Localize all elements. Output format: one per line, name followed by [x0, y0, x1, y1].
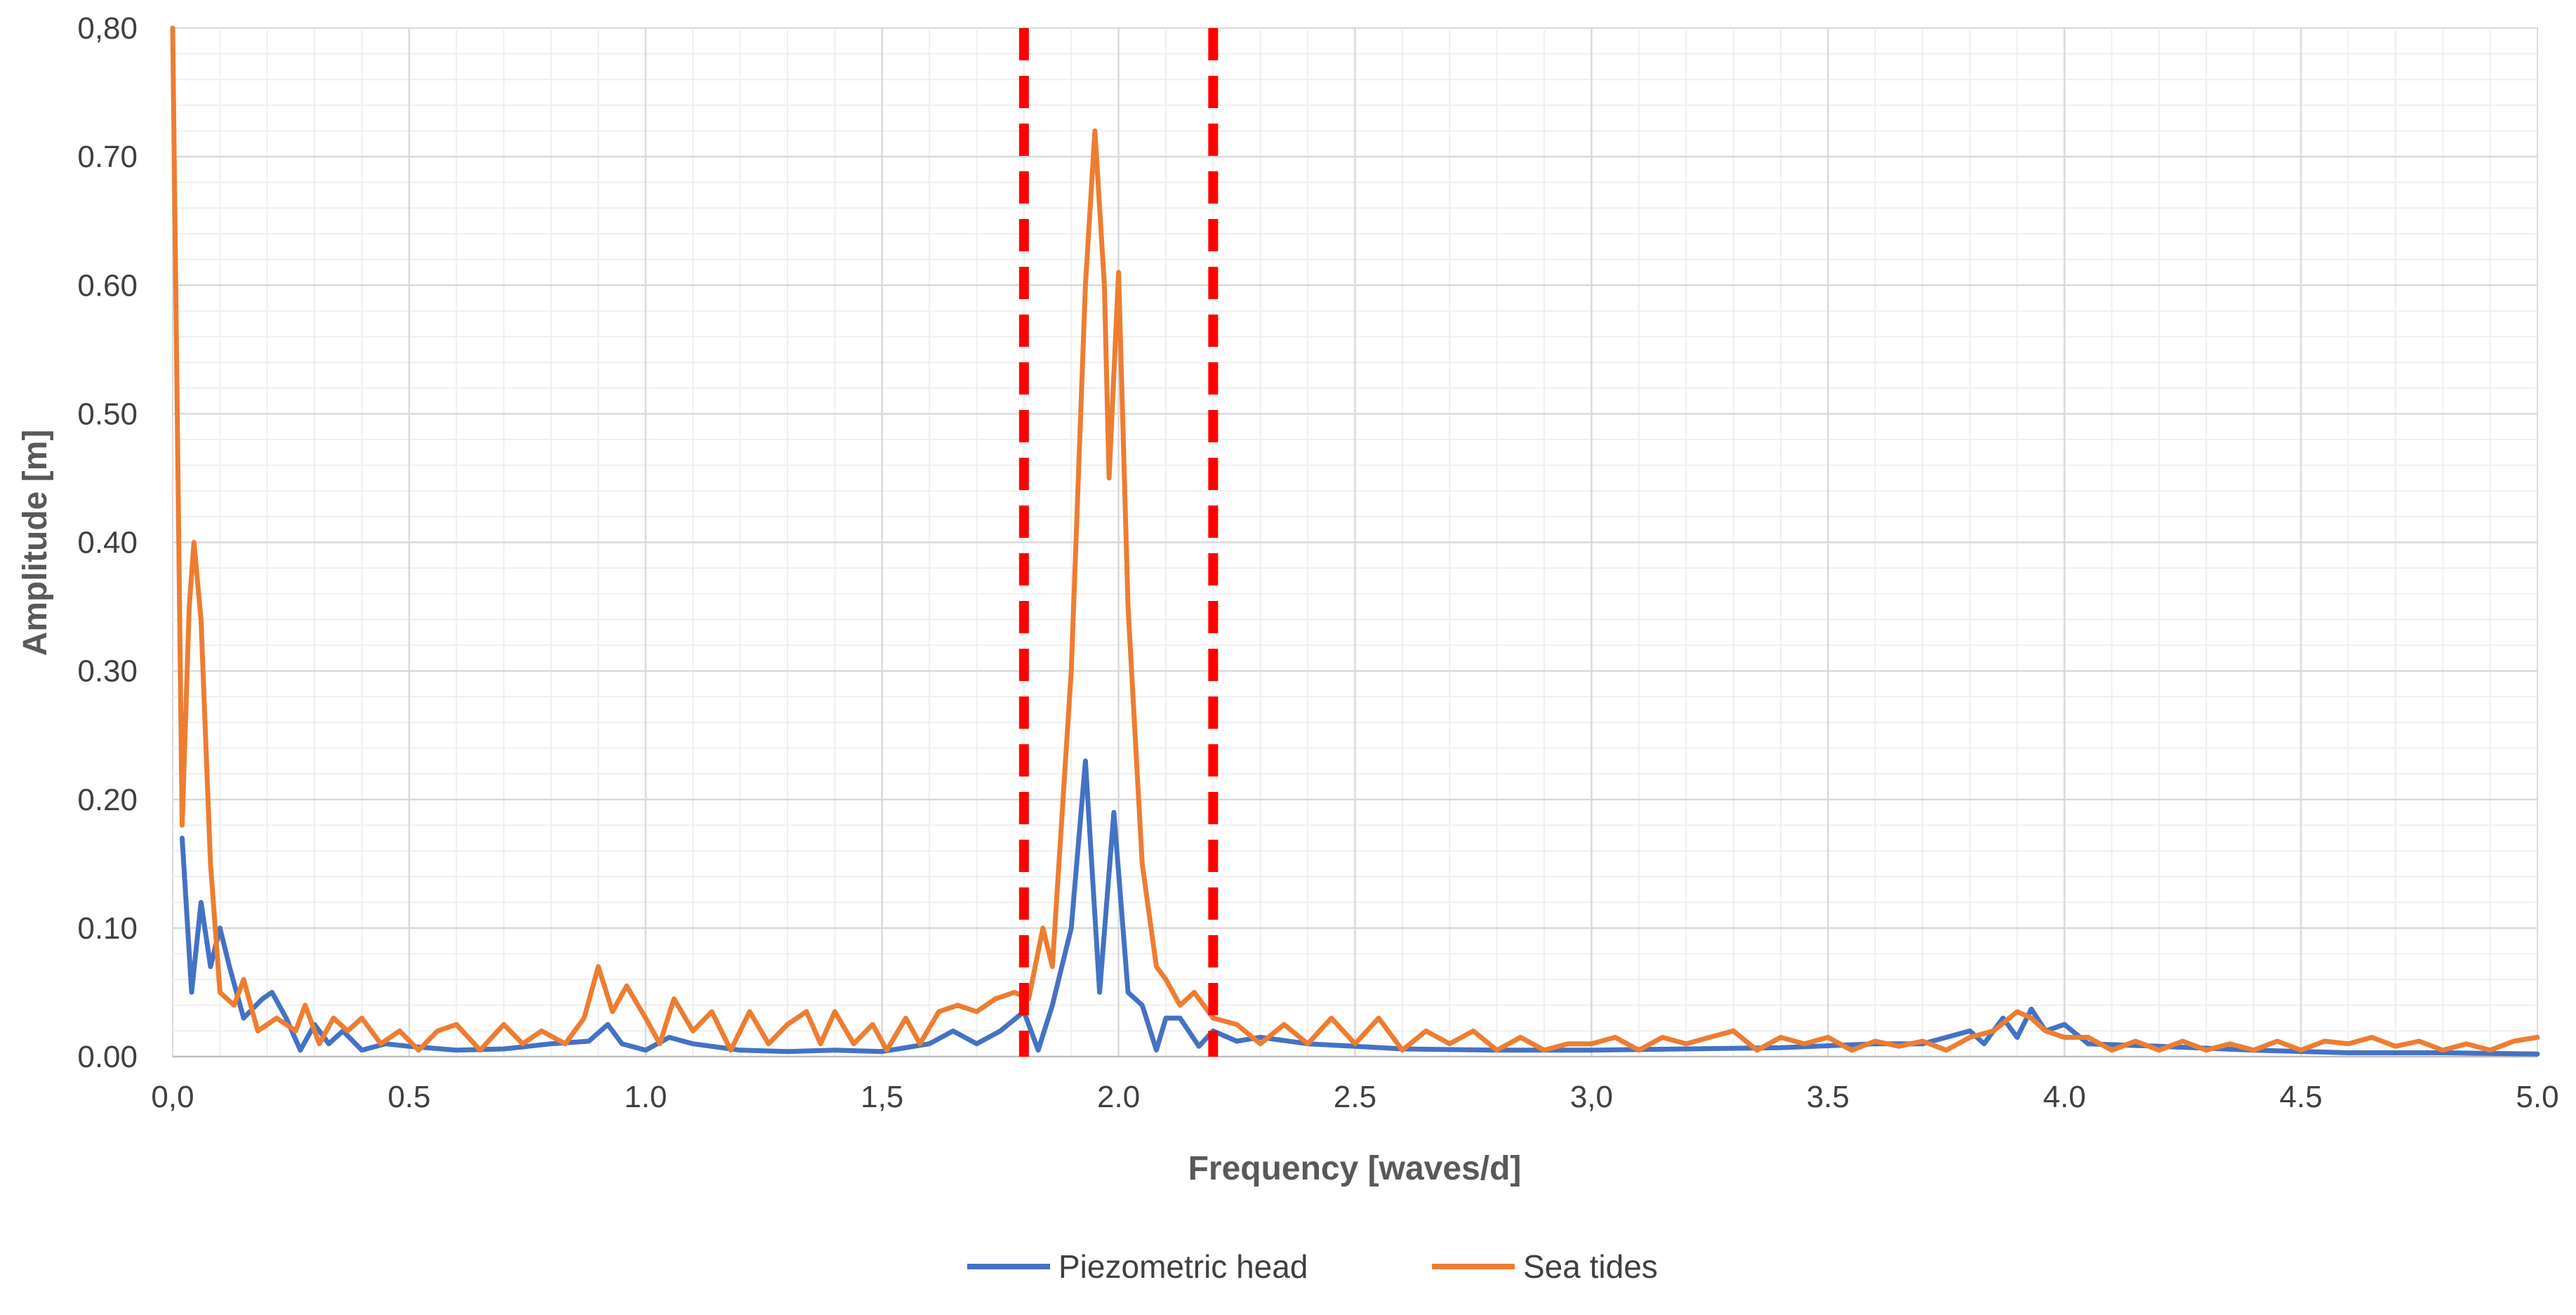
x-tick-label: 0,0: [151, 1080, 194, 1114]
x-tick-label: 5.0: [2516, 1080, 2558, 1114]
y-tick-label: 0.20: [77, 783, 138, 817]
x-tick-label: 1.0: [624, 1080, 667, 1114]
x-axis-tick-labels: 0,0 0.5 1.0 1,5 2.0 2.5 3,0 3.5 4.0 4.5 5.0: [151, 1080, 2558, 1114]
x-tick-label: 2.0: [1097, 1080, 1140, 1114]
y-axis-title: Amplitude [m]: [17, 430, 54, 656]
x-tick-label: 4.5: [2280, 1080, 2323, 1114]
series-layer: [170, 25, 2540, 1057]
x-tick-label: 2.5: [1334, 1080, 1376, 1114]
reference-lines: [1018, 28, 1219, 1057]
legend: Piezometric head Sea tides: [967, 1248, 1658, 1285]
y-tick-label: 0,80: [77, 11, 138, 46]
x-axis-title: Frequency [waves/d]: [1188, 1150, 1522, 1187]
y-tick-label: 0.10: [77, 911, 138, 946]
y-tick-label: 0.40: [77, 526, 138, 560]
y-tick-label: 0.00: [77, 1040, 138, 1074]
y-tick-label: 0.50: [77, 397, 138, 431]
major-gridlines: [173, 28, 2537, 1058]
x-tick-label: 1,5: [861, 1080, 903, 1114]
y-axis-tick-labels: 0.00 0.10 0.20 0.30 0.40 0.50 0.60 0.70 0,80: [77, 11, 138, 1074]
series-line-piezometric-head: [180, 758, 2540, 1057]
y-tick-label: 0.70: [77, 140, 138, 174]
series-line-sea-tides: [170, 25, 2540, 1053]
y-tick-label: 0.30: [77, 654, 138, 689]
x-tick-label: 0.5: [387, 1080, 430, 1114]
legend-label: Sea tides: [1523, 1248, 1658, 1285]
y-tick-label: 0.60: [77, 268, 138, 303]
x-tick-label: 3,0: [1570, 1080, 1613, 1114]
legend-label: Piezometric head: [1058, 1248, 1308, 1285]
x-tick-label: 4.0: [2043, 1080, 2086, 1114]
x-tick-label: 3.5: [1807, 1080, 1850, 1114]
